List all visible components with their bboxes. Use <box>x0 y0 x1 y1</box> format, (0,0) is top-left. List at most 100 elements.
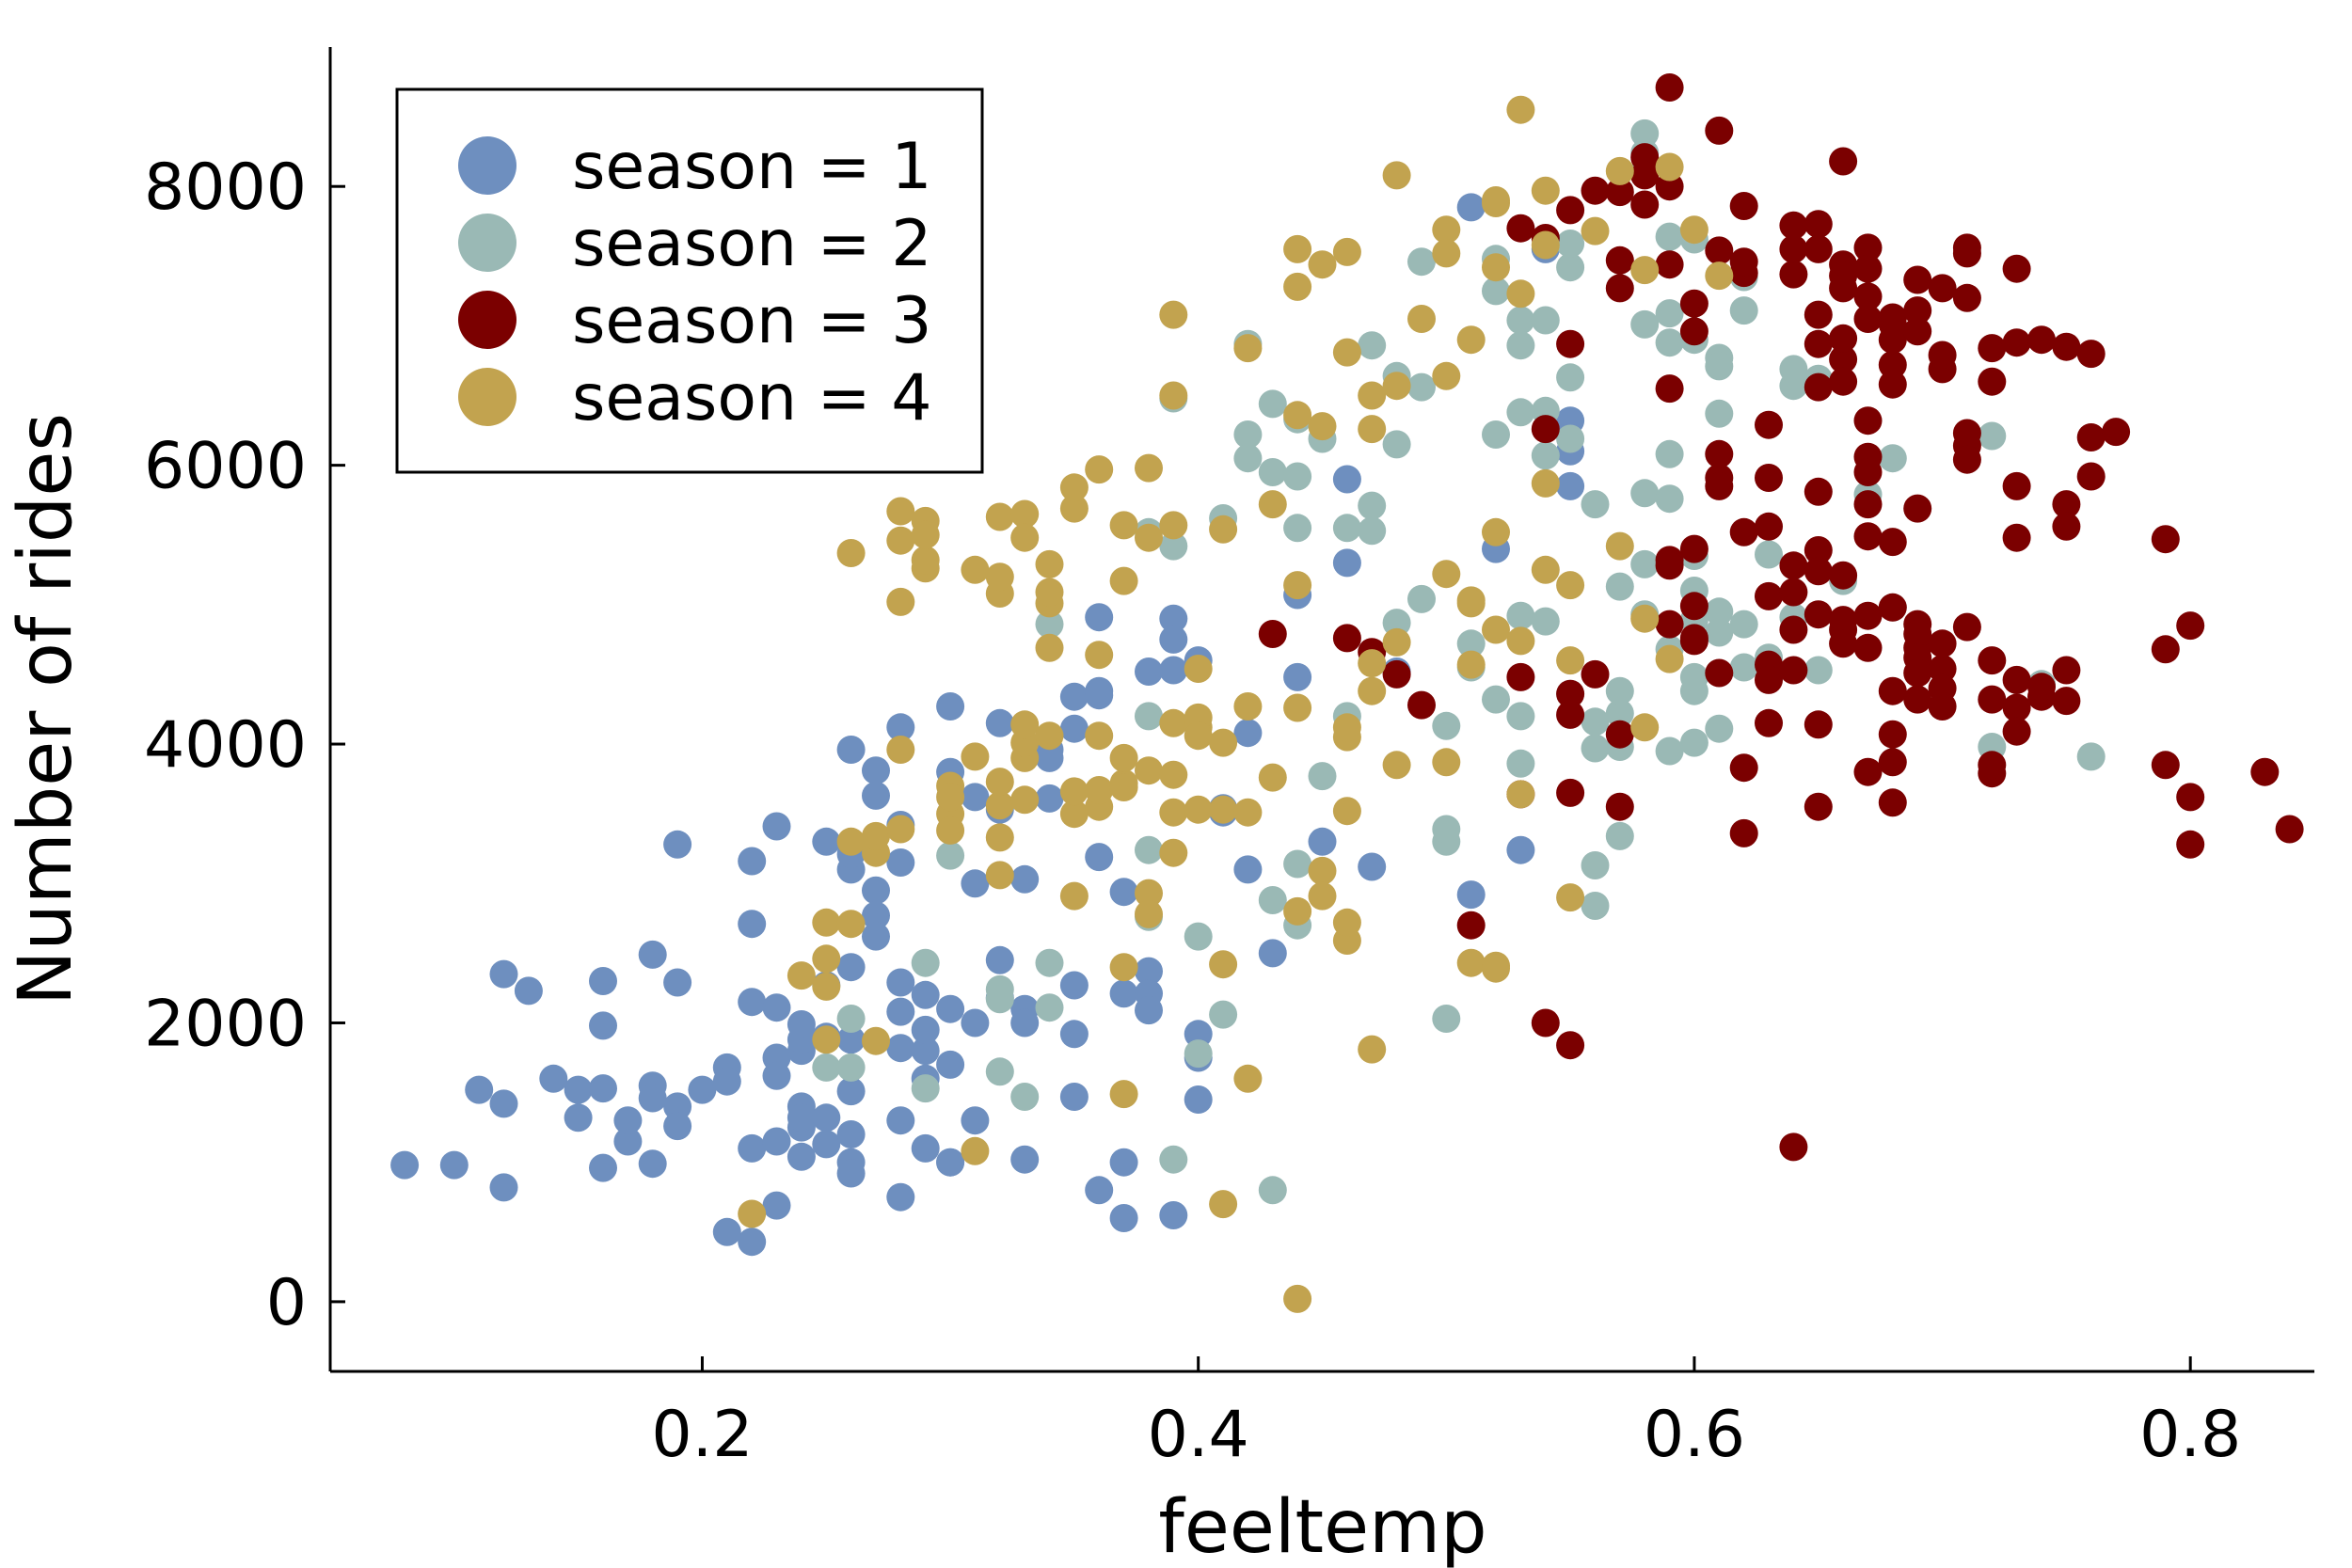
legend-item: season = 3 <box>458 284 932 358</box>
data-point <box>1332 624 1361 653</box>
data-point <box>564 1075 593 1104</box>
data-point <box>2076 742 2106 771</box>
y-tick-label: 2000 <box>144 987 307 1061</box>
data-point <box>1605 245 1634 275</box>
data-point <box>1382 659 1411 689</box>
data-point <box>1010 1145 1040 1174</box>
data-point <box>1928 655 1957 683</box>
data-point <box>1159 300 1188 329</box>
data-point <box>812 908 841 937</box>
data-point <box>2275 815 2304 844</box>
data-point <box>1853 254 1883 283</box>
data-point <box>1184 1085 1213 1114</box>
data-point <box>1804 600 1833 629</box>
data-point <box>1729 296 1758 325</box>
data-point <box>1506 331 1535 360</box>
data-point <box>1729 653 1758 682</box>
data-point <box>1085 455 1114 484</box>
data-point <box>1804 656 1833 685</box>
data-point <box>1605 792 1634 821</box>
data-point <box>1556 679 1585 708</box>
data-point <box>1804 477 1833 506</box>
data-point <box>812 1025 841 1054</box>
data-point <box>2151 751 2180 780</box>
data-point <box>1829 345 1858 373</box>
data-point <box>1456 880 1486 910</box>
legend-marker <box>458 368 516 426</box>
data-point <box>1456 589 1486 618</box>
data-point <box>1159 838 1188 867</box>
ticks-layer: 0.2 0.4 0.6 0.8 0 2000 4000 6000 8000 <box>144 150 2241 1472</box>
data-point <box>663 830 692 859</box>
data-point <box>1432 748 1461 777</box>
data-point <box>1605 676 1634 705</box>
data-point <box>1035 948 1064 977</box>
data-point <box>1035 578 1064 607</box>
data-point <box>936 1050 965 1079</box>
data-point <box>862 1026 890 1055</box>
data-point <box>489 1173 518 1202</box>
data-point <box>1059 473 1089 502</box>
data-point <box>1308 827 1337 856</box>
data-point <box>1482 685 1510 714</box>
data-point <box>1581 216 1610 245</box>
data-point <box>1233 719 1263 748</box>
data-point <box>1804 329 1833 358</box>
data-point <box>1581 659 1610 689</box>
data-point <box>1506 702 1535 731</box>
data-point <box>836 736 866 764</box>
data-point <box>1332 797 1361 826</box>
data-point <box>1878 676 1907 705</box>
data-point <box>1829 561 1858 590</box>
data-point <box>961 783 990 812</box>
data-point <box>1332 465 1361 494</box>
data-point <box>886 968 915 997</box>
legend-marker <box>458 291 516 349</box>
series-4 <box>738 95 1734 1313</box>
data-point <box>1705 261 1734 291</box>
data-point <box>886 848 915 877</box>
data-point <box>1878 788 1907 817</box>
data-point <box>738 1133 767 1163</box>
data-point <box>911 1133 940 1163</box>
data-point <box>1978 685 2007 714</box>
data-point <box>1853 522 1883 551</box>
data-point <box>489 959 518 989</box>
data-point <box>1482 954 1510 983</box>
data-point <box>936 994 965 1023</box>
data-point <box>1556 778 1585 807</box>
data-point <box>1059 714 1089 743</box>
data-point <box>1506 398 1535 427</box>
data-point <box>613 1106 643 1135</box>
data-point <box>1358 852 1387 881</box>
data-point <box>1605 156 1634 185</box>
data-point <box>1184 655 1213 683</box>
legend-marker <box>458 214 516 272</box>
data-point <box>985 562 1014 592</box>
data-point <box>1705 471 1734 500</box>
data-point <box>1804 536 1833 564</box>
data-point <box>1283 571 1312 600</box>
data-point <box>1407 584 1436 613</box>
data-point <box>1109 1204 1138 1232</box>
data-point <box>2151 635 2180 664</box>
data-point <box>1283 1284 1312 1313</box>
data-point <box>1556 253 1585 282</box>
data-point <box>1283 662 1312 691</box>
data-point <box>1556 424 1585 453</box>
data-point <box>1308 412 1337 441</box>
data-point <box>1010 710 1040 739</box>
data-point <box>489 1089 518 1118</box>
data-point <box>961 1008 990 1037</box>
data-point <box>1407 372 1436 402</box>
data-point <box>1258 458 1287 486</box>
data-point <box>911 1074 940 1103</box>
data-point <box>1952 283 1981 312</box>
data-point <box>886 736 915 764</box>
data-point <box>1829 629 1858 658</box>
data-point <box>961 742 990 771</box>
data-point <box>1209 950 1238 979</box>
data-point <box>1531 306 1560 335</box>
data-point <box>1456 325 1486 355</box>
data-point <box>2052 512 2081 541</box>
